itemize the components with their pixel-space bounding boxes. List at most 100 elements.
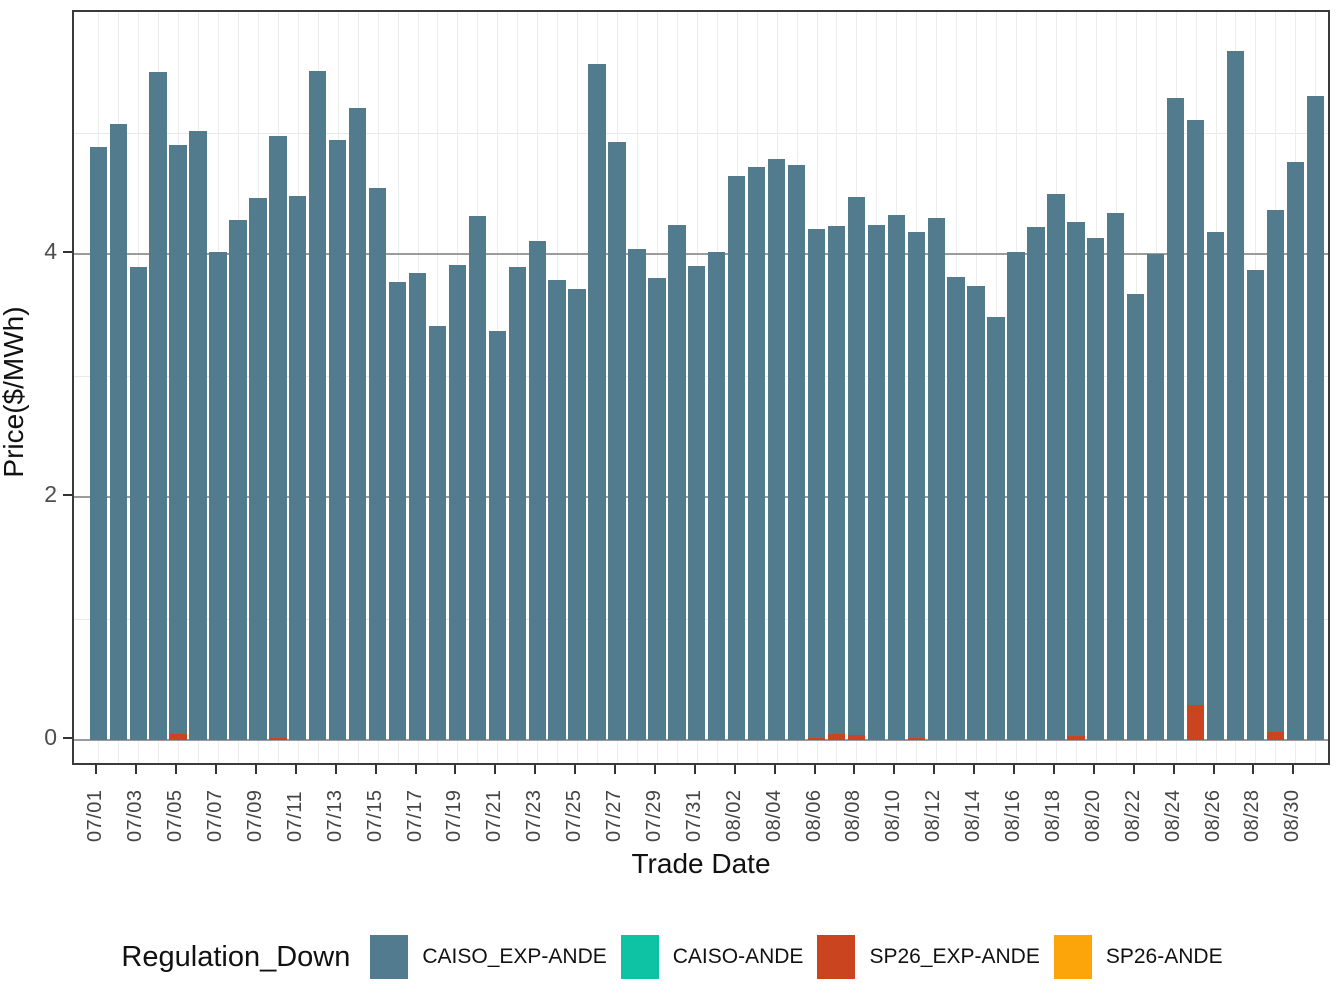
bar-segment-CAISO_EXP-ANDE (747, 166, 766, 740)
bar-segment-SP26_EXP-ANDE (907, 737, 925, 740)
x-tick-label: 07/07 (204, 789, 226, 842)
x-tick-label: 08/26 (1201, 789, 1224, 842)
bar-segment-SP26_EXP-ANDE (269, 737, 287, 740)
x-tick-label: 07/17 (403, 789, 426, 842)
legend-swatch-CAISO_EXP-ANDE (370, 935, 409, 979)
x-tick (773, 765, 776, 774)
bar-07-13 (329, 12, 347, 740)
x-tick (215, 765, 217, 774)
x-axis-title: Trade Date (631, 848, 771, 879)
bar-segment-CAISO_EXP-ANDE (169, 144, 187, 734)
bar-segment-CAISO_EXP-ANDE (109, 124, 127, 740)
bar-07-17 (408, 12, 427, 740)
y-tick (63, 251, 72, 253)
x-tick-label: 08/10 (882, 789, 905, 842)
x-tick-label: 08/22 (1121, 789, 1144, 842)
x-tick (1013, 765, 1015, 774)
x-tick (1292, 765, 1295, 774)
x-tick (1092, 765, 1095, 774)
bar-segment-CAISO_EXP-ANDE (289, 195, 307, 740)
bar-08-09 (867, 12, 886, 740)
bar-segment-SP26_EXP-ANDE (1186, 704, 1205, 740)
x-tick (95, 765, 98, 774)
bar-07-06 (189, 12, 207, 740)
bar-segment-CAISO_EXP-ANDE (229, 219, 247, 740)
bar-segment-CAISO_EXP-ANDE (189, 131, 207, 740)
bar-segment-CAISO_EXP-ANDE (1206, 232, 1225, 740)
x-tick (574, 765, 577, 774)
bar-segment-CAISO_EXP-ANDE (1127, 294, 1145, 740)
x-tick (1132, 765, 1135, 774)
bar-segment-SP26_EXP-ANDE (169, 733, 187, 740)
x-tick-label: 08/08 (842, 789, 865, 842)
bar-segment-CAISO_EXP-ANDE (269, 136, 287, 738)
x-tick-label: 08/20 (1081, 789, 1104, 842)
gridline-major-y (74, 739, 1328, 741)
bar-segment-CAISO_EXP-ANDE (807, 228, 826, 738)
bar-07-07 (209, 12, 227, 740)
bar-segment-CAISO_EXP-ANDE (1266, 210, 1285, 732)
x-tick-label: 08/16 (1002, 789, 1024, 842)
bar-07-08 (229, 12, 247, 740)
bar-07-15 (368, 12, 387, 740)
x-tick-label: 07/03 (124, 789, 147, 842)
bar-segment-CAISO_EXP-ANDE (907, 232, 925, 738)
bar-08-28 (1246, 12, 1265, 740)
bar-segment-CAISO_EXP-ANDE (448, 264, 467, 740)
bar-07-04 (149, 12, 167, 740)
bar-08-02 (728, 12, 746, 740)
bar-segment-CAISO_EXP-ANDE (129, 267, 147, 740)
bar-segment-SP26_EXP-ANDE (807, 737, 826, 740)
x-tick (534, 765, 537, 774)
bar-segment-CAISO_EXP-ANDE (847, 196, 866, 736)
x-tick-label: 07/21 (483, 789, 506, 842)
bar-07-27 (608, 12, 626, 740)
bar-08-11 (907, 12, 925, 740)
bar-07-12 (309, 12, 327, 740)
bar-08-18 (1047, 12, 1065, 740)
bar-segment-CAISO_EXP-ANDE (428, 325, 447, 740)
bar-segment-SP26_EXP-ANDE (1067, 736, 1085, 740)
bar-segment-CAISO_EXP-ANDE (329, 139, 347, 740)
y-tick (63, 737, 72, 739)
bar-08-10 (887, 12, 905, 740)
bar-08-29 (1266, 12, 1285, 740)
bar-segment-CAISO_EXP-ANDE (209, 251, 227, 740)
bar-segment-SP26_EXP-ANDE (827, 733, 846, 740)
x-tick (813, 765, 816, 774)
bar-segment-CAISO_EXP-ANDE (1107, 212, 1125, 740)
bar-segment-CAISO_EXP-ANDE (368, 188, 387, 740)
x-tick-label: 07/11 (283, 790, 306, 842)
bar-07-25 (568, 12, 586, 740)
x-tick-label: 08/06 (802, 789, 825, 842)
y-tick (63, 494, 72, 496)
legend-entry-CAISO_EXP-ANDE: CAISO_EXP-ANDE (370, 935, 607, 979)
x-tick-label: 07/13 (323, 789, 346, 842)
legend-label: SP26_EXP-ANDE (869, 945, 1040, 968)
x-tick (414, 765, 417, 774)
bar-07-21 (488, 12, 506, 740)
bar-07-02 (109, 12, 127, 740)
x-tick (1252, 765, 1255, 774)
x-tick-label: 07/05 (164, 789, 187, 842)
bar-08-31 (1306, 12, 1324, 740)
bar-segment-CAISO_EXP-ANDE (927, 217, 945, 740)
x-tick-label: 07/01 (84, 789, 107, 842)
x-tick (1172, 765, 1175, 774)
bar-07-26 (588, 12, 606, 740)
x-tick-label: 08/28 (1241, 789, 1264, 842)
bar-08-14 (967, 12, 985, 740)
bar-segment-CAISO_EXP-ANDE (628, 249, 646, 740)
bar-segment-CAISO_EXP-ANDE (787, 165, 806, 740)
bar-08-17 (1027, 12, 1045, 740)
bar-segment-CAISO_EXP-ANDE (1146, 254, 1165, 740)
y-tick-label: 4 (44, 238, 57, 264)
bar-segment-CAISO_EXP-ANDE (987, 317, 1005, 740)
x-tick-label: 07/15 (363, 789, 386, 842)
bar-07-29 (648, 12, 666, 740)
bar-segment-CAISO_EXP-ANDE (309, 70, 327, 740)
bar-segment-CAISO_EXP-ANDE (89, 147, 107, 740)
x-tick (973, 765, 976, 774)
bar-segment-CAISO_EXP-ANDE (867, 224, 886, 740)
